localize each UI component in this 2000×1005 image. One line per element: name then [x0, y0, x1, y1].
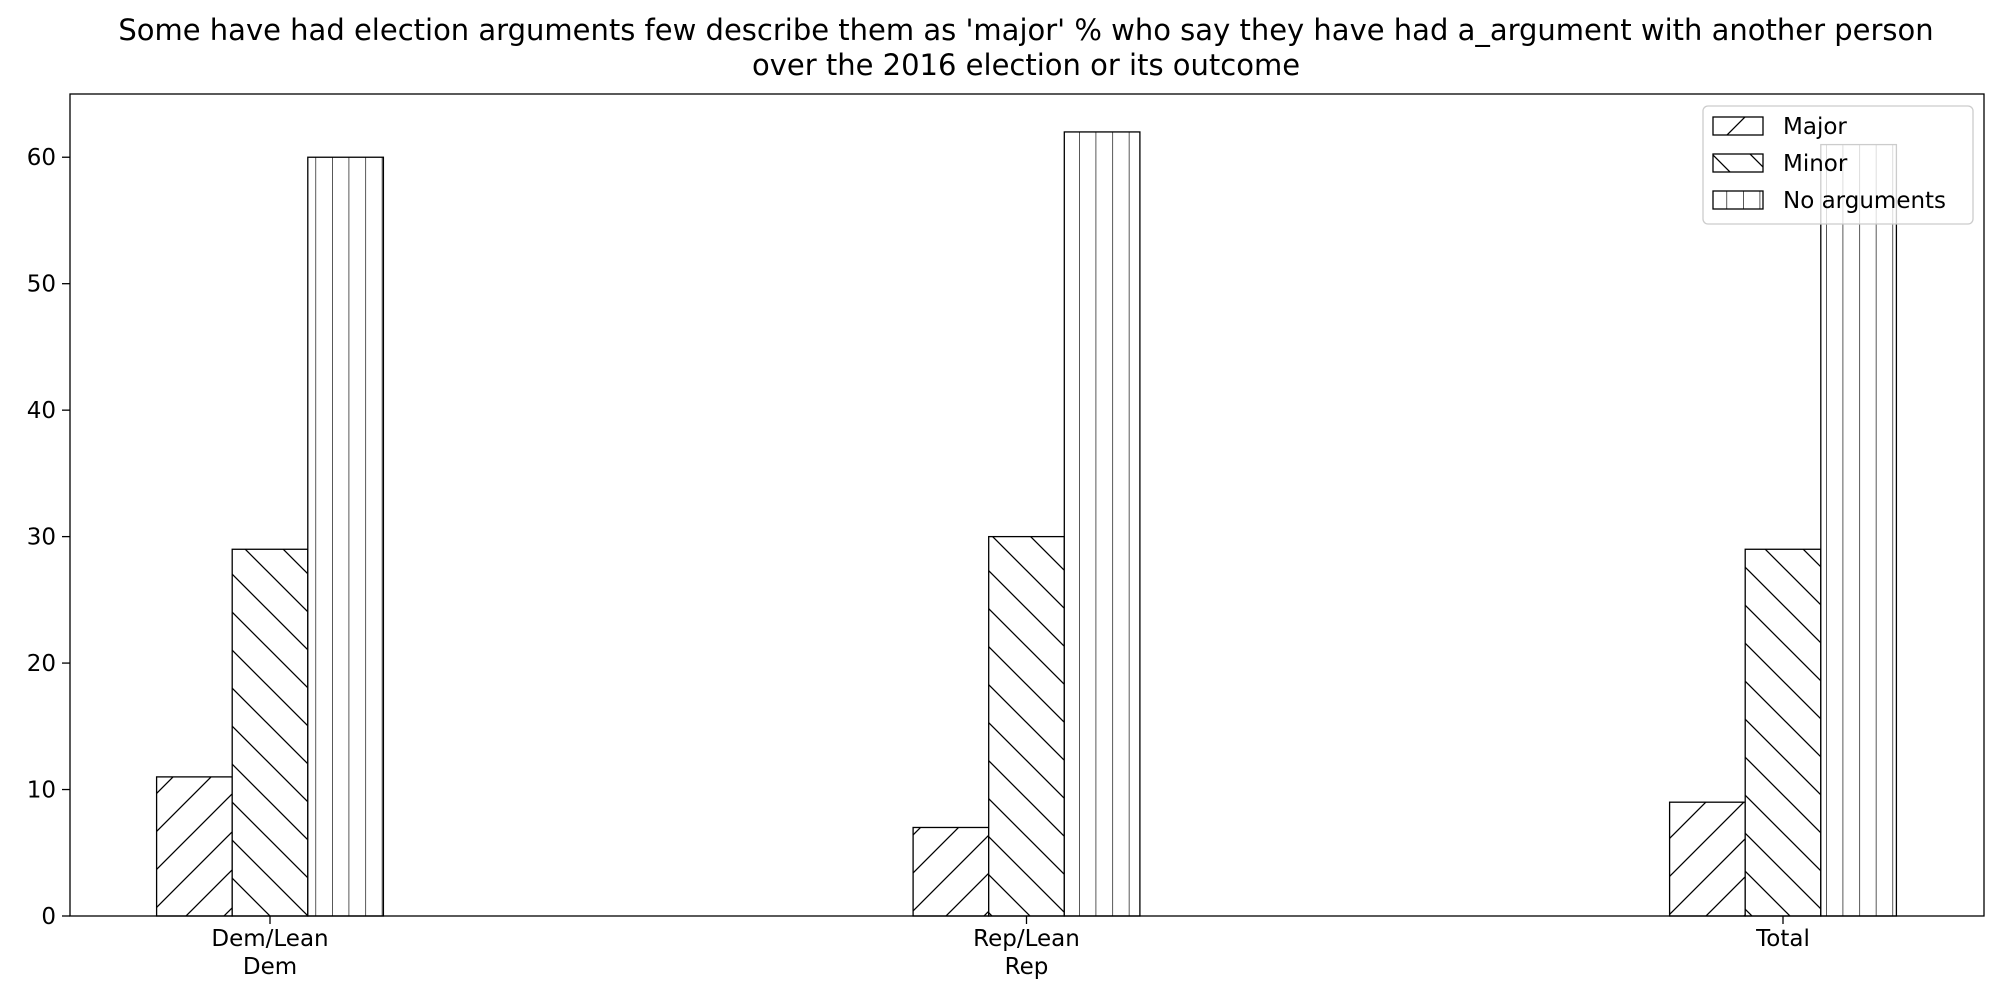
y-axis: 0 10 20 30 40 50 60: [27, 145, 70, 930]
bar-minor-total: [1744, 548, 1822, 917]
x-tick-label-total: Total: [1755, 926, 1810, 952]
legend-label-no-arguments: No arguments: [1783, 188, 1946, 214]
legend-swatch-major: [1712, 116, 1764, 136]
bar-no-arguments-total: [1820, 143, 1898, 917]
x-tick-label-dem-lean-dem-line-2: Dem: [243, 954, 297, 980]
y-tick-label-40: 40: [27, 398, 56, 424]
legend-frame: [1702, 105, 1974, 225]
bar-no-arguments-rep-lean-rep: [1063, 131, 1141, 917]
x-tick-label-rep-lean-rep-line-1: Rep/Lean: [973, 926, 1080, 952]
bars-layer: [155, 131, 1898, 917]
y-tick-label-20: 20: [27, 651, 56, 677]
bar-major-rep-lean-rep: [912, 826, 990, 917]
legend-label-major: Major: [1783, 114, 1847, 140]
y-tick-label-0: 0: [41, 904, 56, 930]
chart-title: Some have had election arguments few des…: [118, 13, 1933, 82]
bar-minor-dem-lean-dem: [231, 548, 309, 917]
chart-title-line-2: over the 2016 election or its outcome: [752, 48, 1300, 82]
y-tick-label-50: 50: [27, 272, 56, 298]
legend-swatch-no-arguments: [1712, 190, 1764, 210]
legend: Major Minor No arguments: [1702, 105, 1974, 225]
bar-no-arguments-dem-lean-dem: [307, 156, 385, 917]
y-tick-label-60: 60: [27, 145, 56, 171]
x-tick-label-dem-lean-dem-line-1: Dem/Lean: [211, 926, 328, 952]
y-tick-label-30: 30: [27, 525, 56, 551]
legend-label-minor: Minor: [1783, 151, 1848, 177]
legend-swatch-minor: [1712, 153, 1764, 173]
x-tick-label-rep-lean-rep-line-2: Rep: [1005, 954, 1049, 980]
bar-major-dem-lean-dem: [155, 776, 233, 917]
bar-minor-rep-lean-rep: [988, 535, 1065, 917]
bar-major-total: [1668, 801, 1746, 917]
chart-title-line-1: Some have had election arguments few des…: [118, 13, 1933, 47]
plot-frame: [69, 93, 1985, 917]
y-tick-label-10: 10: [27, 778, 56, 804]
